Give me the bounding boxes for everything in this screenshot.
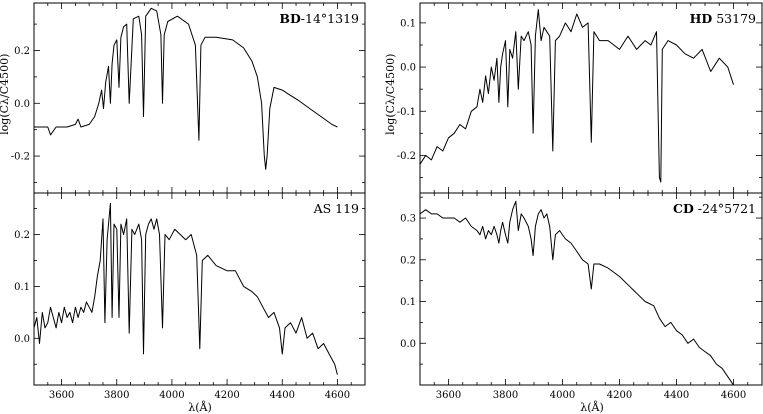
panel-frame-hd — [419, 2, 763, 194]
panel-title-hd: HD 53179 — [690, 11, 756, 26]
y-tick-label-hd-3: 0.1 — [400, 18, 416, 29]
y-tick-label-bd-0: -0.2 — [11, 152, 30, 163]
panel-title-rest-cd: -24°5721 — [694, 201, 756, 216]
y-tick-label-hd-2: 0.0 — [400, 63, 416, 74]
x-tick-label-cd-4: 4400 — [664, 390, 689, 401]
x-tick-label-as-5: 4600 — [325, 390, 350, 401]
panel-title-as: AS 119 — [313, 201, 359, 216]
x-axis-label-left: λ(Å) — [188, 400, 212, 414]
y-tick-label-as-1: 0.1 — [14, 282, 30, 293]
spectrum-line-as — [33, 202, 338, 375]
x-tick-label-cd-1: 3800 — [493, 390, 518, 401]
y-tick-label-as-0: 0.0 — [14, 334, 30, 345]
y-tick-label-cd-3: 0.3 — [400, 214, 416, 225]
y-axis-label-bd: log(Cλ/C4500) — [0, 54, 11, 135]
panel-as: 3600 3800 4000 4200 4400 4600 0.0 0.1 0.2 AS 119 — [14, 192, 366, 401]
panel-frame-as — [33, 192, 366, 386]
x-tick-label-cd-5: 4600 — [721, 390, 746, 401]
y-tick-label-hd-1: -0.1 — [397, 107, 416, 118]
x-tick-label-as-0: 3600 — [49, 390, 74, 401]
y-tick-label-cd-1: 0.1 — [400, 297, 416, 308]
panel-title-bold-hd: HD — [690, 11, 713, 26]
panel-title-rest-bd: -14°1319 — [301, 11, 359, 26]
x-tick-label-as-4: 4400 — [270, 390, 295, 401]
y-tick-label-cd-2: 0.2 — [400, 255, 416, 266]
panel-cd: 3600 3800 4000 4200 4400 4600 0.0 0.1 0.2 0.3 CD -… — [400, 192, 763, 401]
panels: -0.20.00.2log(Cλ/C4500)BD-14°1319-0.2-0.… — [0, 2, 763, 401]
panel-title-cd: CD -24°5721 — [673, 201, 756, 216]
y-tick-label-as-2: 0.2 — [14, 230, 30, 241]
panel-title-bold-cd: CD — [673, 201, 694, 216]
x-tick-label-cd-2: 4000 — [550, 390, 575, 401]
panel-title-rest-hd: 53179 — [712, 11, 756, 26]
x-tick-label-as-3: 4200 — [214, 390, 239, 401]
x-axis-label-right: λ(Å) — [580, 400, 604, 414]
panel-title-bd: BD-14°1319 — [279, 11, 359, 26]
y-tick-label-bd-1: 0.0 — [14, 99, 30, 110]
x-tick-label-cd-0: 3600 — [436, 390, 461, 401]
panel-title-bold-bd: BD — [279, 11, 301, 26]
spectrum-line-bd — [34, 7, 338, 170]
x-tick-label-cd-3: 4200 — [607, 390, 632, 401]
panel-hd: -0.2 -0.1 0.0 0.1 log(Cλ/C4500) HD 53179 — [384, 2, 763, 194]
x-tick-label-as-2: 4000 — [159, 390, 184, 401]
y-tick-label-bd-2: 0.2 — [14, 46, 30, 57]
spectrum-line-cd — [419, 200, 734, 386]
y-axis-label-hd: log(Cλ/C4500) — [384, 54, 397, 135]
spectrum-line-hd — [419, 9, 734, 183]
y-tick-label-hd-0: -0.2 — [397, 151, 416, 162]
x-tick-label-as-1: 3800 — [104, 390, 129, 401]
panel-title-rest-as: AS 119 — [313, 201, 359, 216]
y-tick-label-cd-0: 0.0 — [400, 339, 416, 350]
